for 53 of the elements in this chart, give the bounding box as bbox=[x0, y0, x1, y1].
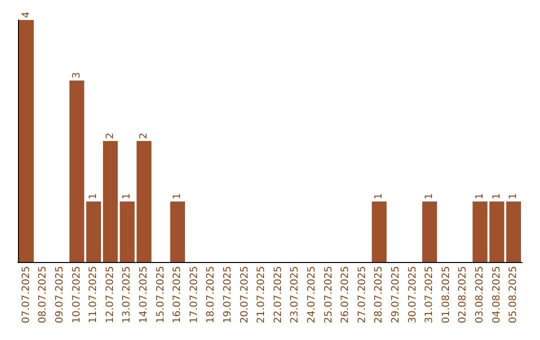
x-tick-label: 22.07.2025 bbox=[272, 266, 284, 324]
data-label: 2 bbox=[104, 132, 116, 139]
x-tick-label: 19.07.2025 bbox=[222, 266, 234, 324]
data-label: 1 bbox=[424, 193, 436, 200]
data-label: 1 bbox=[172, 193, 184, 200]
bar bbox=[489, 202, 504, 262]
data-label: 1 bbox=[122, 193, 133, 200]
x-tick-label: 26.07.2025 bbox=[340, 266, 352, 324]
data-label: 1 bbox=[491, 193, 502, 200]
x-tick-label: 02.08.2025 bbox=[458, 266, 469, 324]
bar bbox=[170, 202, 185, 262]
x-tick-label: 27.07.2025 bbox=[356, 266, 368, 324]
x-tick-label: 16.07.2025 bbox=[172, 266, 184, 324]
x-tick-label: 09.07.2025 bbox=[54, 266, 66, 324]
bar bbox=[86, 202, 101, 262]
x-tick-label: 23.07.2025 bbox=[290, 266, 301, 324]
x-tick-label: 18.07.2025 bbox=[206, 266, 217, 324]
x-tick-label: 11.07.2025 bbox=[88, 266, 100, 324]
bar bbox=[120, 202, 135, 262]
data-label: 1 bbox=[88, 193, 100, 200]
x-tick-label: 13.07.2025 bbox=[122, 266, 133, 324]
bar bbox=[422, 202, 437, 262]
x-tick-label: 10.07.2025 bbox=[71, 266, 82, 324]
x-tick-label: 28.07.2025 bbox=[374, 266, 385, 324]
x-tick-label: 12.07.2025 bbox=[104, 266, 116, 324]
x-tick-label: 07.07.2025 bbox=[20, 266, 32, 324]
x-tick-label: 03.08.2025 bbox=[474, 266, 486, 324]
data-label: 2 bbox=[138, 132, 150, 139]
bar bbox=[136, 141, 152, 262]
data-label: 3 bbox=[71, 72, 82, 78]
x-tick-label: 05.08.2025 bbox=[508, 266, 520, 324]
bar bbox=[103, 141, 118, 262]
bar bbox=[506, 202, 521, 262]
x-tick-label: 17.07.2025 bbox=[188, 266, 200, 324]
data-label: 1 bbox=[374, 193, 385, 200]
data-label: 4 bbox=[20, 12, 32, 18]
x-tick-label: 31.07.2025 bbox=[424, 266, 436, 324]
bar bbox=[69, 80, 84, 262]
x-tick-label: 04.08.2025 bbox=[491, 266, 502, 324]
bar bbox=[472, 202, 488, 262]
x-tick-label: 24.07.2025 bbox=[306, 266, 318, 324]
data-label: 1 bbox=[508, 193, 520, 200]
x-tick-label: 21.07.2025 bbox=[256, 266, 268, 324]
x-tick-label: 01.08.2025 bbox=[440, 266, 452, 324]
x-tick-label: 14.07.2025 bbox=[138, 266, 150, 324]
x-tick-label: 08.07.2025 bbox=[38, 266, 49, 324]
x-tick-label: 30.07.2025 bbox=[407, 266, 418, 324]
x-tick-label: 20.07.2025 bbox=[239, 266, 250, 324]
x-tick-label: 29.07.2025 bbox=[390, 266, 402, 324]
data-label: 1 bbox=[474, 193, 486, 200]
bar bbox=[372, 202, 387, 262]
x-tick-label: 15.07.2025 bbox=[155, 266, 166, 324]
x-tick-label: 25.07.2025 bbox=[323, 266, 334, 324]
